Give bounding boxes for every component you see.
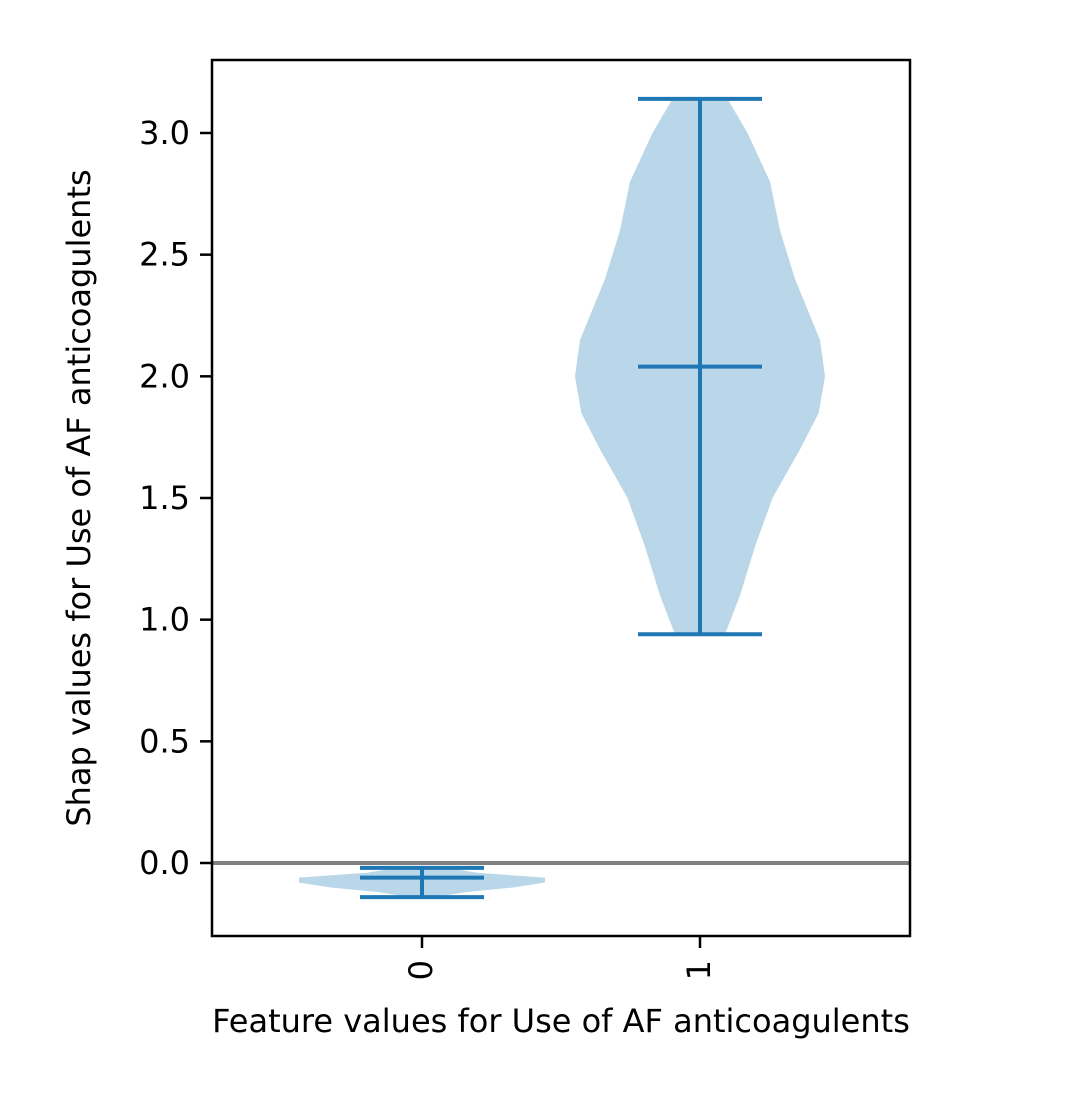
plot-frame	[210, 58, 912, 938]
y-tick-label: 2.5	[139, 236, 190, 274]
y-tick-label: 1.5	[139, 479, 190, 517]
y-tick-label: 0.5	[139, 722, 190, 760]
x-axis-label: Feature values for Use of AF anticoagule…	[212, 1002, 910, 1040]
y-tick-label: 3.0	[139, 114, 190, 152]
y-tick-label: 1.0	[139, 601, 190, 639]
y-axis-label: Shap values for Use of AF anticoagulents	[60, 169, 98, 826]
x-tick-label: 1	[680, 960, 718, 980]
x-tick-label: 0	[402, 960, 440, 980]
y-tick-label: 0.0	[139, 844, 190, 882]
y-tick-label: 2.0	[139, 357, 190, 395]
